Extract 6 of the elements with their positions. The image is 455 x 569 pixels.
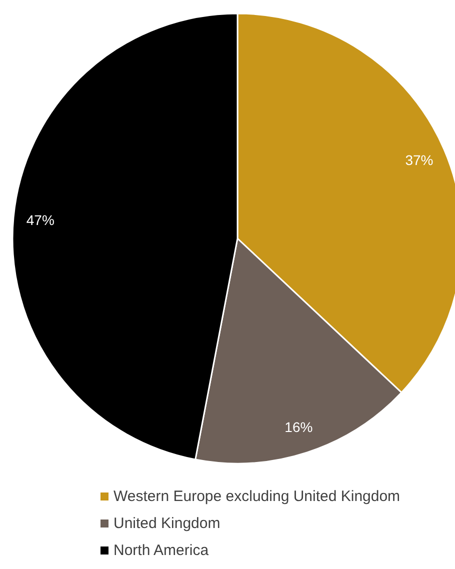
data-label: 16% (284, 418, 313, 435)
legend-label: Western Europe excluding United Kingdom (114, 488, 400, 505)
legend-label: United Kingdom (114, 515, 220, 532)
data-label: 37% (405, 152, 434, 168)
data-label: 47% (26, 212, 54, 228)
legend-label: North America (114, 542, 210, 559)
